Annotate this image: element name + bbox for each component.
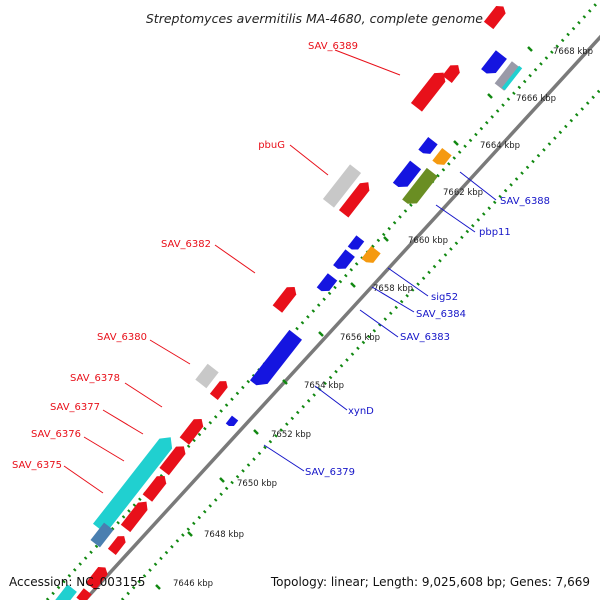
- gene-label-SAV_6384[interactable]: SAV_6384: [416, 309, 466, 320]
- genome-axis: [83, 34, 600, 600]
- tick-label: 7658 kbp: [373, 284, 413, 294]
- gene-red[interactable]: [120, 498, 151, 533]
- gene-SAV_6388[interactable]: [432, 148, 452, 168]
- gene-pbp11[interactable]: [402, 167, 438, 208]
- gene-label-pbuG[interactable]: pbuG: [258, 140, 285, 151]
- gene-red[interactable]: [483, 3, 508, 30]
- gene-xynD[interactable]: [249, 329, 303, 390]
- gene-label-sig52[interactable]: sig52: [431, 292, 458, 303]
- gene-label-SAV_6388[interactable]: SAV_6388: [500, 196, 550, 207]
- gene-label-SAV_6375[interactable]: SAV_6375: [12, 460, 62, 471]
- gene-pbuG[interactable]: [322, 164, 362, 208]
- tick-label: 7660 kbp: [408, 236, 448, 246]
- tick-label: 7668 kbp: [553, 47, 593, 57]
- genome-summary-text: Topology: linear; Length: 9,025,608 bp; …: [270, 575, 590, 589]
- tick-label: 7654 kbp: [304, 381, 344, 391]
- gene-red[interactable]: [85, 564, 110, 591]
- gene-blue[interactable]: [392, 160, 422, 192]
- gene-red[interactable]: [338, 179, 373, 218]
- gene-label-pbp11[interactable]: pbp11: [479, 227, 511, 238]
- gene-SAV_6383[interactable]: [316, 273, 338, 295]
- gene-SAV_6375[interactable]: [92, 432, 177, 534]
- gene-blue[interactable]: [481, 50, 507, 78]
- tick-label: 7662 kbp: [443, 188, 483, 198]
- gene-label-SAV_6383[interactable]: SAV_6383: [400, 332, 450, 343]
- gene-label-SAV_6389[interactable]: SAV_6389: [308, 41, 358, 52]
- gene-blue[interactable]: [347, 235, 365, 252]
- gene-red[interactable]: [76, 588, 92, 600]
- tick-label: 7650 kbp: [237, 479, 277, 489]
- gene-gray[interactable]: [494, 61, 522, 91]
- gene-SAV_6384[interactable]: [333, 249, 355, 272]
- gene-red[interactable]: [107, 533, 128, 555]
- tick-label: 7646 kbp: [173, 579, 213, 589]
- gene-label-SAV_6378[interactable]: SAV_6378: [70, 373, 120, 384]
- gene-SAV_6382[interactable]: [272, 283, 300, 313]
- tick-label: 7664 kbp: [480, 141, 520, 151]
- gene-red[interactable]: [442, 61, 463, 83]
- gene-steel[interactable]: [90, 522, 114, 548]
- bottom-guide-track: [120, 88, 600, 600]
- tick-label: 7656 kbp: [340, 333, 380, 343]
- tick-label: 7666 kbp: [516, 94, 556, 104]
- top-guide-track: [45, 0, 600, 600]
- gene-cyan[interactable]: [501, 65, 523, 91]
- gene-label-SAV_6379[interactable]: SAV_6379: [305, 467, 355, 478]
- gene-SAV_6389[interactable]: [410, 68, 449, 112]
- gene-SAV_6380[interactable]: [195, 363, 219, 389]
- gene-cyan[interactable]: [55, 584, 77, 600]
- gene-sig52[interactable]: [361, 246, 381, 266]
- map-title: Streptomyces avermitilis MA-4680, comple…: [146, 11, 483, 26]
- gene-label-SAV_6377[interactable]: SAV_6377: [50, 402, 100, 413]
- gene-SAV_6379[interactable]: [225, 415, 239, 429]
- gene-label-xynD[interactable]: xynD: [348, 406, 374, 417]
- gene-blue[interactable]: [418, 137, 438, 157]
- tick-labels: 7646 kbp 7648 kbp 7650 kbp 7652 kbp 7654…: [173, 47, 593, 589]
- gene-SAV_6378[interactable]: [209, 378, 230, 400]
- tick-label: 7648 kbp: [204, 530, 244, 540]
- tick-label: 7652 kbp: [271, 430, 311, 440]
- gene-label-SAV_6376[interactable]: SAV_6376: [31, 429, 81, 440]
- gene-label-SAV_6382[interactable]: SAV_6382: [161, 239, 211, 250]
- accession-text: Accession: NC_003155: [9, 575, 145, 589]
- gene-red[interactable]: [142, 472, 170, 502]
- gene-SAV_6377[interactable]: [179, 415, 207, 445]
- gene-SAV_6376[interactable]: [159, 443, 188, 476]
- gene-label-SAV_6380[interactable]: SAV_6380: [97, 332, 147, 343]
- label-leaders: [63, 49, 497, 494]
